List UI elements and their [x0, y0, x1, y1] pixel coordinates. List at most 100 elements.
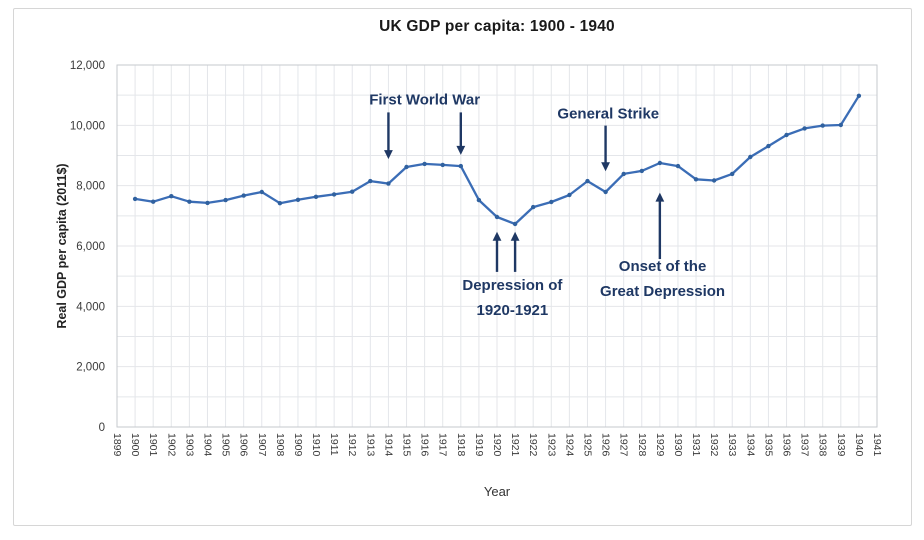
- annotation-line: First World War: [369, 91, 481, 109]
- x-tick-label: 1902: [165, 433, 177, 457]
- x-tick-label: 1921: [509, 433, 521, 457]
- data-point: [730, 171, 735, 177]
- data-point: [603, 189, 608, 195]
- data-point: [132, 196, 138, 202]
- x-axis-title: Year: [483, 484, 511, 499]
- data-point: [187, 199, 192, 204]
- x-tick-label: 1926: [600, 433, 612, 457]
- x-tick-label: 1903: [183, 433, 195, 457]
- x-tick-label: 1938: [817, 433, 829, 457]
- data-point: [748, 154, 753, 160]
- data-point: [621, 171, 626, 177]
- annotation-line: Great Depression: [600, 282, 726, 300]
- x-tick-label: 1937: [799, 433, 811, 457]
- x-tick-label: 1918: [455, 433, 467, 457]
- data-point: [223, 197, 228, 203]
- data-point: [277, 201, 283, 206]
- data-point: [693, 177, 699, 182]
- x-tick-label: 1940: [853, 433, 865, 457]
- gridlines: [116, 64, 878, 428]
- x-tick-label: 1905: [220, 433, 232, 457]
- chart-frame: [13, 8, 912, 526]
- x-tick-label: 1929: [654, 433, 666, 457]
- y-tick-label: 4,000: [76, 301, 105, 313]
- series-markers: [132, 93, 862, 227]
- x-tick-label: 1924: [563, 433, 575, 457]
- x-tick-labels: 1899 1900 1901 1902 1903 1904 1905 1906 1907 1908…: [111, 433, 883, 457]
- data-point: [639, 168, 644, 174]
- x-tick-label: 1910: [310, 433, 322, 457]
- x-tick-label: 1911: [328, 433, 340, 456]
- data-point: [440, 162, 445, 168]
- data-point: [169, 194, 174, 199]
- data-point: [386, 181, 391, 186]
- data-point: [241, 193, 246, 198]
- y-tick-label: 6,000: [76, 241, 105, 253]
- data-point: [259, 189, 264, 195]
- data-point: [350, 189, 355, 194]
- data-point: [766, 143, 771, 149]
- data-point: [458, 163, 463, 169]
- x-tick-label: 1928: [636, 433, 648, 457]
- x-tick-label: 1912: [346, 433, 358, 457]
- x-tick-label: 1923: [545, 433, 557, 457]
- x-tick-label: 1934: [744, 433, 756, 457]
- annotation-arrow-general-strike: [601, 125, 610, 172]
- x-tick-label: 1935: [762, 433, 774, 457]
- annotation-depression-1920-1921: Depression of 1920-1921: [462, 273, 562, 323]
- y-tick-label: 0: [99, 422, 105, 434]
- annotation-onset-great-depression: Onset of the Great Depression: [600, 254, 725, 304]
- data-point: [549, 199, 554, 205]
- data-point: [313, 194, 319, 199]
- annotation-general-strike: General Strike: [557, 101, 659, 126]
- y-tick-labels: 0 2,000 4,000 6,000 8,000 10,000 12,000: [70, 60, 105, 434]
- data-point: [675, 163, 681, 169]
- x-tick-label: 1909: [292, 433, 304, 457]
- data-point: [567, 192, 572, 198]
- x-tick-label: 1939: [835, 433, 847, 457]
- data-point: [512, 221, 518, 227]
- annotation-line: 1920-1921: [476, 301, 549, 319]
- data-point: [151, 199, 156, 204]
- plot-border: [116, 64, 878, 428]
- data-point: [784, 132, 789, 138]
- data-point: [331, 192, 337, 197]
- x-tick-label: 1899: [111, 433, 123, 457]
- x-tick-label: 1901: [147, 433, 159, 457]
- annotation-line: Onset of the: [618, 257, 707, 275]
- x-tick-label: 1900: [129, 433, 141, 457]
- data-point: [838, 122, 843, 128]
- annotation-arrow-first-world-war: [384, 112, 393, 160]
- x-tick-label: 1916: [419, 433, 431, 457]
- annotation-arrow-depression-1920-1921: [492, 231, 502, 272]
- x-tick-label: 1941: [871, 433, 883, 457]
- annotation-line: Depression of: [462, 276, 563, 294]
- x-tick-label: 1931: [690, 433, 702, 457]
- x-tick-label: 1927: [618, 433, 630, 457]
- x-tick-label: 1906: [238, 433, 250, 457]
- x-tick-label: 1913: [364, 433, 376, 457]
- x-tick-label: 1915: [401, 433, 413, 457]
- x-tick-label: 1932: [708, 433, 720, 457]
- annotation-first-world-war: First World War: [369, 87, 480, 112]
- y-tick-label: 2,000: [76, 362, 105, 374]
- chart-title: UK GDP per capita: 1900 - 1940: [379, 18, 615, 35]
- annotation-line: General Strike: [557, 105, 660, 123]
- x-tick-label: 1908: [274, 433, 286, 457]
- x-tick-label: 1925: [582, 433, 594, 457]
- x-tick-label: 1930: [672, 433, 684, 457]
- x-tick-label: 1904: [202, 433, 214, 457]
- x-tick-label: 1920: [491, 433, 503, 457]
- x-tick-label: 1919: [473, 433, 485, 457]
- data-point: [295, 197, 301, 202]
- data-point: [404, 164, 409, 170]
- x-tick-label: 1914: [382, 433, 394, 457]
- data-point: [856, 93, 862, 99]
- data-point: [494, 214, 500, 220]
- data-point: [368, 178, 373, 184]
- y-tick-label: 12,000: [70, 60, 105, 72]
- data-point: [476, 197, 482, 203]
- data-point: [711, 178, 717, 183]
